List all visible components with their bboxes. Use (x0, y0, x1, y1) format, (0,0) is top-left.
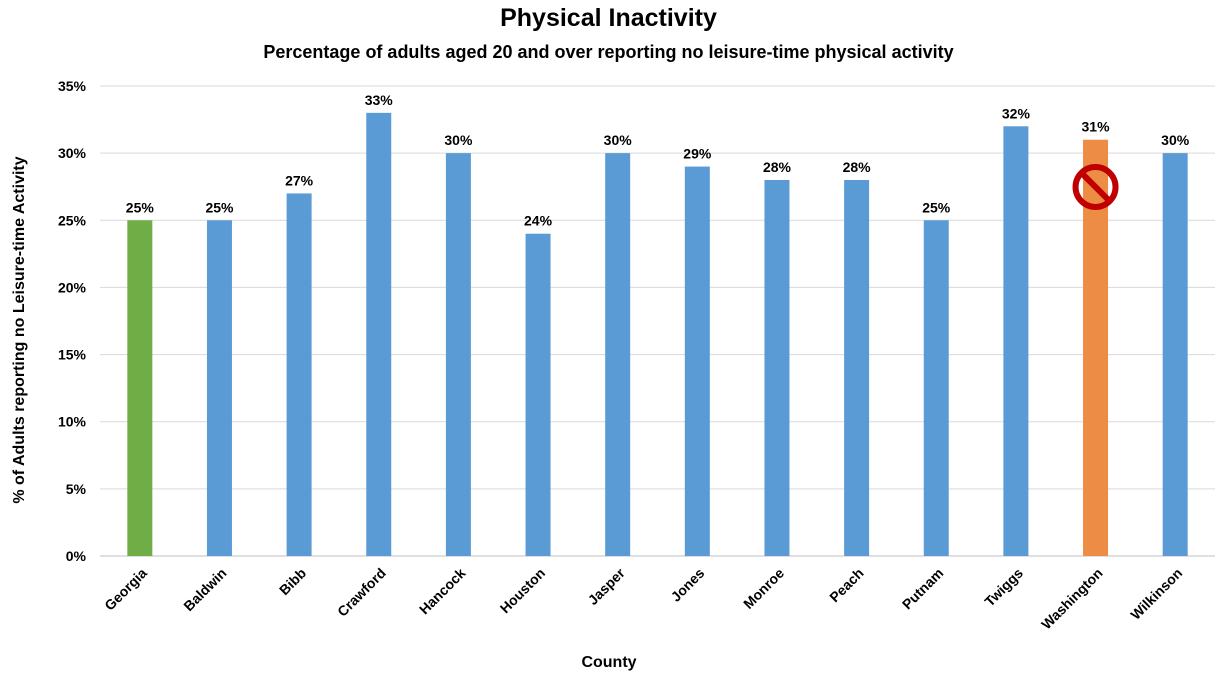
x-tick-label: Baldwin (180, 565, 229, 614)
bar-wilkinson (1162, 153, 1188, 556)
no-symbol-icon (1072, 164, 1119, 210)
x-tick-label: Hancock (416, 565, 469, 618)
bar-peach (844, 180, 870, 556)
x-tick-label: Crawford (334, 565, 389, 620)
data-label: 25% (126, 199, 155, 215)
x-tick-label: Jones (668, 565, 708, 605)
bar-monroe (764, 180, 790, 556)
data-label: 28% (763, 159, 792, 175)
y-tick-label: 25% (58, 212, 87, 228)
bar-jones (684, 166, 710, 557)
data-labels: 25% 25% 27% 33% 30% 24% 30% 29% 28% 28% 25% 32% 31% 3… (126, 92, 1190, 229)
data-label: 30% (444, 132, 473, 148)
data-label: 33% (365, 92, 394, 108)
y-tick-label: 10% (58, 414, 87, 430)
y-tick-label: 5% (66, 481, 87, 497)
bar-twiggs (1003, 126, 1029, 557)
data-label: 30% (604, 132, 633, 148)
x-axis-ticks: Georgia Baldwin Bibb Crawford Hancock Houston… (101, 564, 1185, 632)
data-label: 24% (524, 213, 553, 229)
data-label: 30% (1161, 132, 1190, 148)
x-tick-label: Houston (497, 565, 548, 616)
x-tick-label: Jasper (585, 564, 629, 608)
bar-hancock (445, 153, 471, 556)
data-label: 28% (843, 159, 872, 175)
gridlines (100, 85, 1215, 557)
x-tick-label: Georgia (101, 565, 150, 614)
x-axis-title: County (581, 654, 636, 671)
bar-baldwin (206, 220, 232, 557)
y-axis-title: % of Adults reporting no Leisure-time Ac… (11, 156, 28, 503)
x-tick-label: Washington (1038, 565, 1106, 633)
y-axis-ticks: 0% 5% 10% 15% 20% 25% 30% 35% (58, 78, 87, 564)
bar-houston (525, 233, 551, 556)
y-tick-label: 15% (58, 347, 87, 363)
bar-crawford (366, 112, 392, 556)
y-tick-label: 0% (66, 548, 87, 564)
bar-putnam (923, 220, 949, 557)
data-label: 25% (205, 199, 234, 215)
bar-bibb (286, 193, 312, 556)
data-label: 29% (683, 146, 712, 162)
chart-subtitle: Percentage of adults aged 20 and over re… (263, 42, 954, 62)
bar-jasper (605, 153, 631, 556)
data-label: 32% (1002, 105, 1031, 121)
x-tick-label: Peach (826, 565, 866, 605)
y-tick-label: 20% (58, 279, 87, 295)
data-label: 25% (922, 199, 951, 215)
chart-title: Physical Inactivity (500, 4, 717, 32)
bars (127, 112, 1188, 557)
x-tick-label: Wilkinson (1127, 565, 1185, 623)
data-label: 27% (285, 172, 314, 188)
markers (1072, 164, 1119, 210)
y-tick-label: 30% (58, 145, 87, 161)
x-tick-label: Putnam (899, 565, 947, 613)
y-tick-label: 35% (58, 78, 87, 94)
x-tick-label: Monroe (740, 565, 787, 612)
x-tick-label: Twiggs (981, 565, 1026, 610)
data-label: 31% (1082, 119, 1111, 135)
x-tick-label: Bibb (276, 565, 309, 598)
bar-georgia (127, 220, 153, 557)
